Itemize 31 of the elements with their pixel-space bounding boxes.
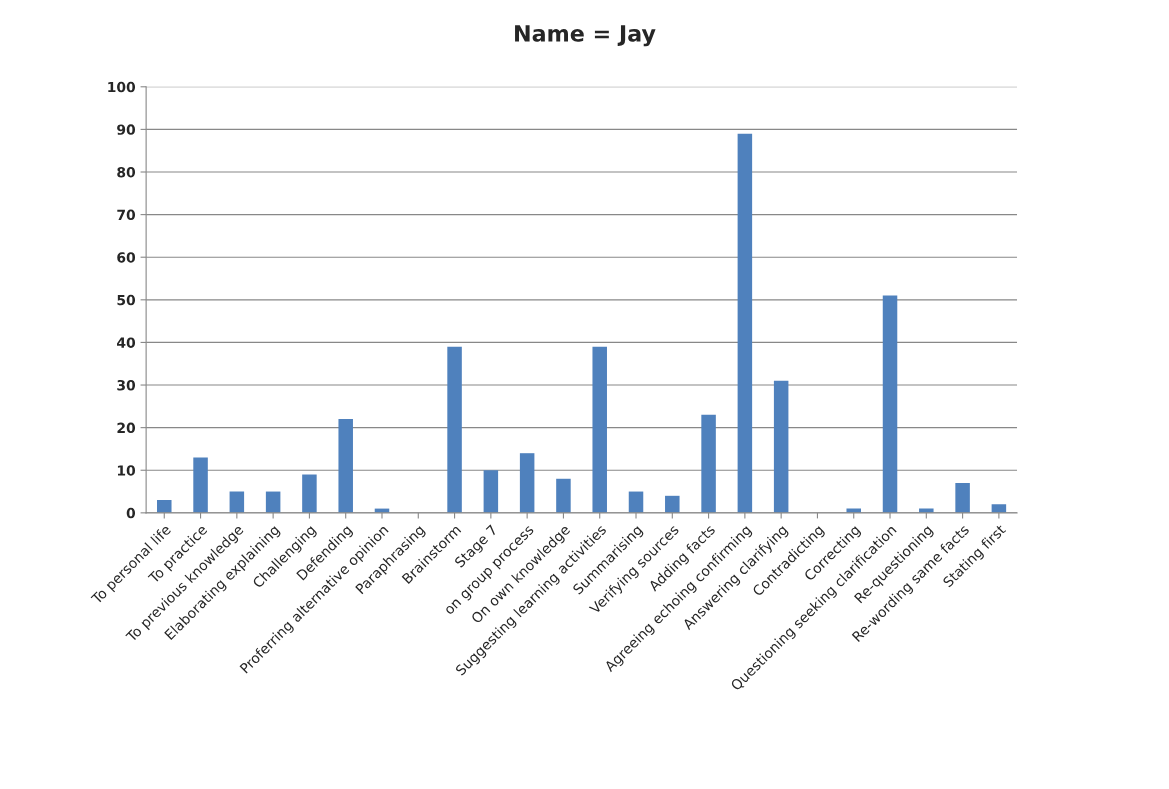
bar — [447, 346, 462, 513]
bar — [338, 419, 353, 513]
bar — [773, 380, 789, 513]
y-tick-label: 70 — [117, 209, 136, 221]
bar — [193, 457, 208, 513]
bar — [229, 491, 245, 513]
bar — [519, 453, 535, 513]
y-tick-label: 40 — [117, 337, 136, 348]
bar — [665, 495, 680, 513]
y-tick-label: 50 — [117, 294, 136, 306]
bar — [157, 500, 172, 513]
bar — [483, 470, 499, 513]
y-tick-label: 20 — [117, 422, 136, 434]
bar — [628, 491, 644, 513]
bar — [265, 491, 281, 513]
y-tick-label: 80 — [117, 166, 136, 178]
bar — [737, 133, 753, 513]
y-tick-label: 0 — [126, 507, 136, 519]
bar — [882, 295, 898, 513]
y-tick-label: 10 — [117, 465, 136, 476]
y-tick-label: 60 — [117, 252, 136, 263]
bar — [991, 504, 1007, 513]
bar — [955, 483, 970, 513]
y-tick-label: 100 — [108, 81, 136, 93]
bar — [701, 414, 716, 513]
y-tick-label: 30 — [117, 380, 136, 391]
bar — [592, 346, 607, 513]
bar — [302, 474, 317, 513]
chart-title: Name = Jay — [515, 25, 656, 47]
bar — [556, 478, 571, 513]
y-tick-label: 90 — [117, 124, 136, 135]
